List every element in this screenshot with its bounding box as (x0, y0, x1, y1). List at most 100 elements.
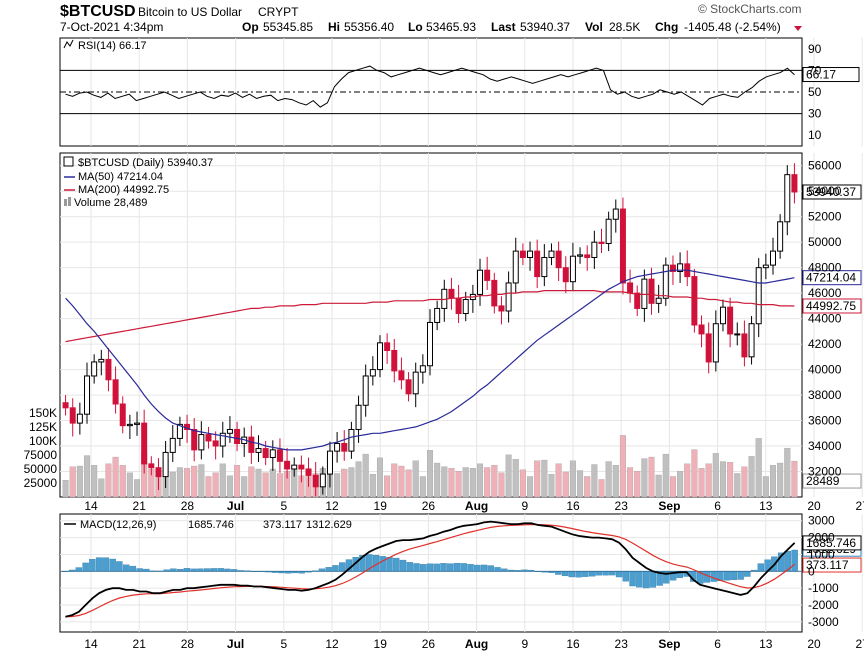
macd-x-tick-label: 9 (521, 637, 528, 651)
candle-body (134, 422, 141, 425)
volume-y-tick-label: 75000 (24, 448, 58, 462)
volume-bar (619, 435, 626, 498)
macd-signal-value-label: 373.117 (806, 558, 849, 572)
candle-body (705, 333, 712, 363)
candle-body (627, 282, 634, 294)
candle-body (519, 250, 526, 258)
price-y-tick-label: 40000 (808, 363, 842, 377)
price-y-tick-label: 36000 (808, 414, 842, 428)
candle-body (148, 463, 155, 469)
x-tick-label: 19 (374, 499, 388, 513)
candle-body (541, 256, 548, 278)
ma200-value-box (802, 298, 862, 314)
candle-body (455, 297, 462, 315)
volume-value-label: 28489 (806, 474, 840, 488)
candle-body (477, 269, 484, 295)
candle-body (755, 267, 762, 325)
macd-x-tick-label: 26 (422, 637, 436, 651)
volume-bar (784, 447, 791, 498)
change-label: Chg (655, 20, 678, 34)
macd-y-tick-label: 0 (808, 564, 815, 578)
candle-body (777, 221, 784, 252)
quote-datetime: 7-Oct-2021 4:34pm (60, 20, 163, 34)
macd-value-box (802, 535, 862, 551)
candle-body (234, 428, 241, 444)
x-tick-label: 14 (84, 499, 98, 513)
volume-bar (762, 476, 769, 498)
macd-x-tick-label: 12 (325, 637, 339, 651)
rsi-y-tick-label: 70 (808, 63, 822, 77)
macd-histogram-bar (447, 563, 454, 572)
volume-bar (569, 460, 576, 498)
volume-bar (584, 476, 591, 498)
volume-bar (369, 474, 376, 498)
axis-labels: 14 14 21 21 28 28 Jul Jul 5 5 12 12 19 19 26 26 Aug Aug 9 9… (24, 42, 864, 651)
macd-histogram-bar (467, 564, 474, 572)
ma200-value-label: 44992.75 (806, 299, 856, 313)
macd-x-tick-label: 21 (133, 637, 147, 651)
macd-x-tick-label: Aug (465, 637, 488, 651)
candle-body (141, 422, 148, 465)
volume-bar (705, 463, 712, 498)
price-y-tick-label: 34000 (808, 439, 842, 453)
macd-x-tick-label: 20 (807, 637, 821, 651)
macd-histogram-bar (561, 571, 569, 577)
candle-body (484, 269, 491, 281)
macd-y-tick-label: -2000 (808, 598, 839, 612)
volume-bar (791, 460, 798, 498)
candle-body (727, 306, 734, 335)
rsi-current-label: 66.17 (806, 68, 836, 82)
candle-body (226, 428, 233, 434)
volume-bar (462, 467, 469, 498)
candle-body (527, 250, 534, 258)
open-label: Op (242, 20, 259, 34)
candle-body (555, 250, 562, 269)
macd-histogram-bar (649, 571, 657, 588)
volume-bar (226, 475, 233, 498)
volume-bar (134, 479, 141, 498)
candle-body (291, 464, 298, 470)
x-tick-label: 28 (181, 499, 195, 513)
macd-histogram-bar (386, 557, 393, 572)
volume-bar (491, 465, 498, 498)
macd-histogram-bar (615, 571, 623, 578)
ma200-legend-text: MA(200) 44992.75 (78, 184, 169, 196)
volume-bar (255, 468, 262, 498)
macd-line (65, 520, 796, 618)
volume-bar (126, 472, 133, 498)
candle-body (748, 323, 755, 358)
ma50-legend-text: MA(50) 47214.04 (78, 171, 163, 183)
volume-bar (548, 474, 555, 498)
volume-bar (777, 462, 784, 498)
volume-bar (719, 461, 726, 498)
candle-body (191, 428, 198, 451)
macd-histogram-bar (440, 563, 447, 572)
volume-bar (769, 465, 776, 498)
macd-x-tick-label: 23 (615, 637, 629, 651)
candle-body (119, 403, 126, 427)
macd-x-tick-label: Sep (658, 637, 680, 651)
macd-histogram-bar (379, 556, 386, 572)
candle-body (205, 434, 212, 442)
macd-histogram-bar (609, 571, 616, 576)
volume-bar (748, 456, 755, 498)
volume-bar (669, 476, 676, 498)
candle-body (305, 468, 312, 476)
volume-bar (405, 469, 412, 498)
macd-x-tick-label: 28 (181, 637, 195, 651)
candle-body (612, 208, 619, 220)
macd-histogram-bar (332, 565, 339, 572)
candle-body (569, 255, 576, 283)
volume-y-tick-label: 150K (29, 406, 57, 420)
macd-x-tick-label: 27 (856, 637, 864, 651)
x-tick-label: 12 (325, 499, 339, 513)
rsi-y-tick-label: 90 (808, 42, 822, 56)
volume-bar (376, 457, 383, 498)
macd-histogram-bar (595, 571, 602, 576)
candle-body (769, 250, 776, 266)
candle-body (577, 254, 584, 257)
volume-bar (198, 464, 205, 498)
candle-body (434, 307, 441, 323)
volume-bar (655, 474, 662, 498)
volume-legend-text: Volume 28,489 (74, 197, 147, 209)
